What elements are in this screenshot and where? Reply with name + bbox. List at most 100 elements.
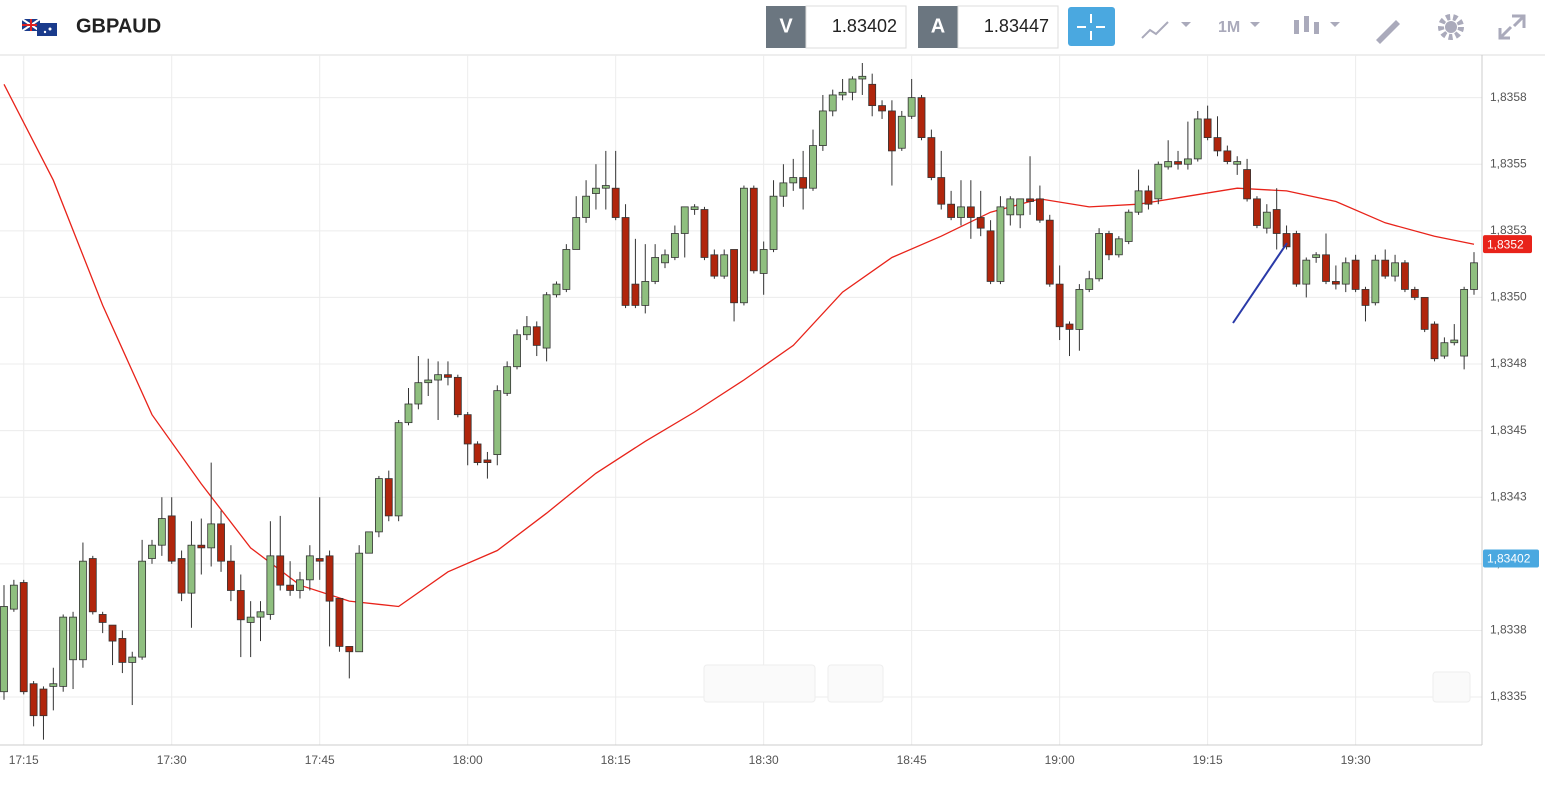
candle-body (1075, 289, 1084, 330)
x-tick-label: 17:45 (305, 753, 335, 767)
candle-body (858, 75, 867, 80)
candle-body (177, 558, 186, 594)
candle-body (572, 217, 581, 250)
candle-body (621, 217, 630, 306)
candle-body (888, 110, 896, 152)
candle-body (1144, 190, 1153, 205)
candle-body (917, 97, 926, 138)
candle-body (611, 187, 620, 218)
candle-body (1322, 254, 1330, 282)
candle-body (1154, 163, 1163, 200)
candle-body (335, 598, 344, 647)
x-tick-label: 17:30 (157, 753, 187, 767)
plot-area: 1,83351,83381,83401,83431,83451,83481,83… (0, 55, 1527, 767)
candle-body (59, 616, 68, 687)
candle-body (1105, 233, 1113, 256)
candle-body (1026, 198, 1034, 202)
candle-body (1164, 161, 1173, 168)
trend-line-drawing (1232, 242, 1288, 324)
bid-label: V (779, 15, 793, 37)
candle-body (424, 379, 433, 384)
candle-body (976, 217, 985, 229)
candle-body (996, 206, 1005, 282)
candle-body (1282, 233, 1291, 248)
candle-body (769, 195, 778, 250)
candle-body (1410, 289, 1419, 298)
candle-body (532, 326, 541, 346)
x-tick-label: 17:15 (9, 753, 39, 767)
nav-button[interactable] (703, 664, 816, 703)
candle-body (108, 624, 117, 642)
candle-body (394, 422, 403, 517)
candle-body (1174, 161, 1182, 165)
settings-button[interactable] (1438, 14, 1464, 40)
candle-body (1203, 118, 1212, 138)
candle-body (345, 646, 354, 653)
x-tick-label: 18:45 (897, 753, 927, 767)
candle-body (631, 283, 640, 306)
candle-body (1055, 283, 1064, 328)
candle-body (720, 254, 729, 277)
candle-body (19, 582, 28, 693)
candle-body (789, 177, 798, 184)
candle-body (69, 616, 77, 661)
candle-body (1470, 262, 1478, 290)
candle-body (187, 544, 196, 594)
nav-button[interactable] (1432, 671, 1471, 703)
candle-body (957, 206, 965, 218)
candle-body (848, 78, 857, 93)
candle-body (749, 187, 758, 272)
candle-body (118, 638, 127, 663)
candle-body (868, 83, 877, 107)
timeframe[interactable]: 1M (1218, 19, 1240, 36)
candle-body (1351, 259, 1360, 290)
candle-body (670, 233, 679, 258)
candle-body (1045, 219, 1054, 285)
candle-body (286, 584, 295, 591)
flag-icon (21, 18, 57, 36)
candle-body (878, 105, 886, 112)
candle-body (1193, 118, 1202, 160)
candle-body (355, 552, 364, 653)
candle-body (1006, 198, 1015, 216)
candle-body (592, 187, 600, 194)
fullscreen-button[interactable] (1498, 14, 1526, 40)
candle-body (1302, 259, 1311, 285)
draw-button[interactable] (1376, 20, 1402, 44)
candle-body (641, 281, 650, 306)
candle-body (434, 374, 442, 381)
ask-badge (918, 6, 958, 48)
candle-body (1312, 254, 1321, 258)
y-tick-label: 1,8338 (1490, 623, 1527, 637)
candle-body (1460, 289, 1469, 357)
candle-body (1262, 211, 1271, 229)
price-tag (1483, 549, 1539, 568)
candle-body (759, 249, 768, 274)
bid-box (805, 5, 907, 49)
candle-body (483, 459, 492, 464)
candle-body (601, 185, 610, 189)
candle-body (1381, 259, 1390, 277)
price-tag-label: 1,83402 (1487, 552, 1531, 566)
candle-body (799, 177, 808, 189)
candle-body (897, 115, 906, 149)
candle-body (138, 560, 147, 658)
candle-body (374, 478, 383, 533)
candle-body (1371, 259, 1380, 304)
candle-body (513, 334, 521, 368)
y-tick-label: 1,8348 (1490, 356, 1527, 370)
candle-body (1085, 278, 1094, 290)
x-tick-label: 19:00 (1045, 753, 1075, 767)
bid-price: 1.83402 (832, 16, 897, 36)
candle-body (1272, 209, 1281, 234)
nav-button[interactable] (827, 664, 884, 703)
chart-type-button[interactable] (1141, 21, 1191, 39)
candle-body (404, 403, 413, 424)
candle-body (1065, 323, 1074, 330)
price-tag (1483, 235, 1532, 254)
candle-button[interactable] (1294, 16, 1340, 34)
crosshair-button[interactable] (1068, 7, 1115, 46)
candle-body (1183, 158, 1192, 165)
y-tick-label: 1,8343 (1490, 489, 1527, 503)
